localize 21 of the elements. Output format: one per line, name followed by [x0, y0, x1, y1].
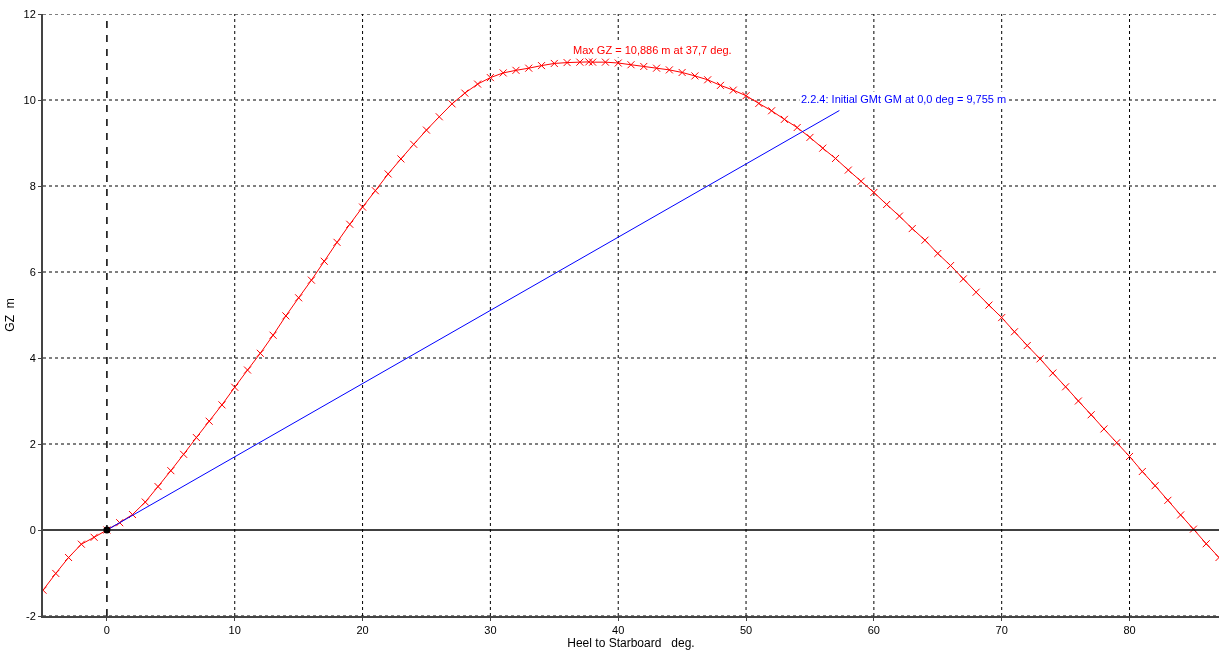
y-tick-label: 10 — [23, 93, 36, 106]
x-tick-label: 30 — [484, 624, 497, 637]
x-tick-label: 10 — [228, 624, 241, 637]
x-tick-label: 20 — [356, 624, 369, 637]
x-tick-label: 60 — [867, 624, 880, 637]
y-tick-label: 8 — [29, 179, 36, 192]
x-tick-label: 50 — [739, 624, 753, 637]
y-axis-title: GZ m — [3, 298, 18, 332]
x-tick-label: 70 — [995, 624, 1008, 637]
x-tick-label: 0 — [103, 624, 110, 637]
x-tick-label: 40 — [612, 624, 625, 637]
x-axis-title: Heel to Starboard deg. — [567, 636, 695, 651]
annotation: 2.2.4: Initial GMt GM at 0,0 deg = 9,755 m — [801, 93, 1007, 105]
annotation: Max GZ = 10,886 m at 37,7 deg. — [573, 44, 732, 56]
y-tick-label: 2 — [29, 437, 36, 450]
y-tick-label: 12 — [23, 7, 36, 20]
y-tick-label: 0 — [29, 523, 36, 536]
y-tick-label: -2 — [26, 609, 36, 622]
y-tick-label: 6 — [29, 265, 36, 278]
y-tick-label: 4 — [29, 351, 36, 364]
x-tick-label: 80 — [1123, 624, 1136, 637]
